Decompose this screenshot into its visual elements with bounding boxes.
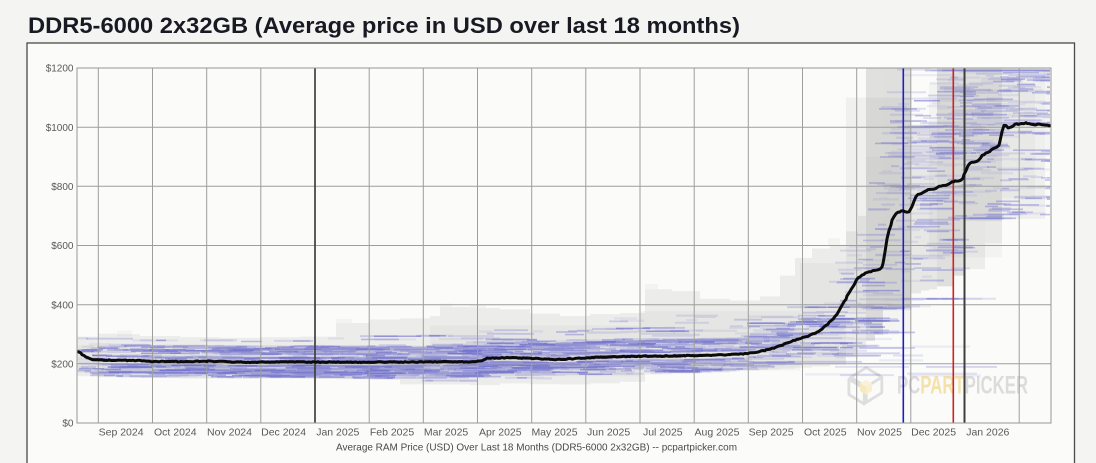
svg-text:Jan 2026: Jan 2026: [966, 427, 1009, 439]
svg-text:DDR5-6000 2x32GB (Average pric: DDR5-6000 2x32GB (Average price in USD o…: [28, 13, 740, 38]
svg-text:Nov 2024: Nov 2024: [207, 427, 252, 439]
svg-text:PCPARTPICKER: PCPARTPICKER: [897, 372, 1028, 400]
svg-text:$800: $800: [51, 182, 74, 193]
svg-text:Aug 2025: Aug 2025: [695, 427, 740, 439]
svg-text:Jun 2025: Jun 2025: [587, 427, 630, 439]
svg-text:Oct 2024: Oct 2024: [154, 427, 197, 439]
svg-text:$600: $600: [51, 241, 74, 252]
svg-text:$1000: $1000: [46, 123, 74, 134]
svg-text:Average RAM Price (USD) Over L: Average RAM Price (USD) Over Last 18 Mon…: [336, 442, 737, 454]
svg-text:Dec 2024: Dec 2024: [261, 427, 306, 439]
svg-text:Feb 2025: Feb 2025: [370, 427, 415, 439]
svg-text:Nov 2025: Nov 2025: [857, 427, 902, 439]
svg-text:$400: $400: [51, 300, 74, 311]
svg-text:Jan 2025: Jan 2025: [316, 427, 359, 439]
svg-text:Dec 2025: Dec 2025: [911, 427, 956, 439]
svg-text:$0: $0: [62, 419, 74, 430]
svg-text:Jul 2025: Jul 2025: [643, 427, 683, 439]
svg-text:$200: $200: [51, 359, 74, 370]
svg-text:Sep 2025: Sep 2025: [749, 427, 794, 439]
svg-text:May 2025: May 2025: [531, 427, 577, 439]
svg-text:Apr 2025: Apr 2025: [479, 427, 522, 439]
svg-text:$1200: $1200: [46, 64, 74, 75]
svg-text:Sep 2024: Sep 2024: [99, 427, 144, 439]
svg-text:Oct 2025: Oct 2025: [804, 427, 847, 439]
svg-text:Mar 2025: Mar 2025: [424, 427, 469, 439]
